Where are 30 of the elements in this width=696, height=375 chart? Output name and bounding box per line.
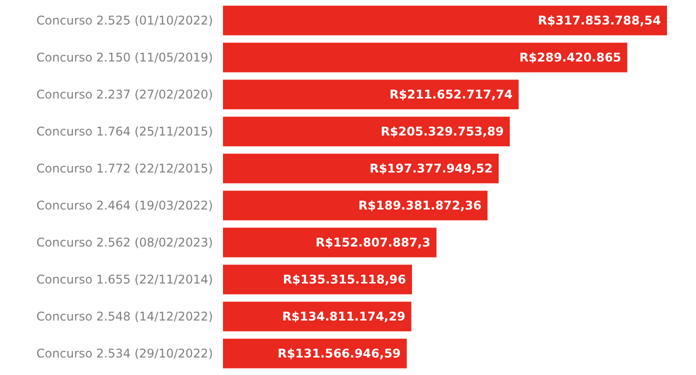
y-tick-label: Concurso 2.237 (27/02/2020) [36, 88, 213, 102]
data-label: R$135.315.118,96 [282, 272, 406, 287]
data-label: R$205.329.753,89 [380, 124, 504, 139]
y-tick-label: Concurso 1.772 (22/12/2015) [36, 162, 213, 176]
data-label: R$211.652.717,74 [390, 88, 513, 102]
y-tick-label: Concurso 1.764 (25/11/2015) [36, 124, 213, 139]
data-label: R$152.807.887,3 [316, 236, 430, 250]
bar [223, 190, 488, 220]
y-tick-label: Concurso 2.534 (29/10/2022) [36, 346, 213, 361]
data-label: R$134.811.174,29 [282, 310, 406, 324]
data-label: R$289.420.865 [519, 50, 622, 65]
bar [223, 116, 510, 146]
y-tick-label: Concurso 2.525 (01/10/2022) [36, 14, 213, 28]
bar [223, 228, 436, 258]
bar [223, 264, 412, 294]
y-tick-label: Concurso 2.464 (19/03/2022) [36, 198, 213, 213]
bar [223, 154, 499, 184]
y-tick-label: Concurso 2.562 (08/02/2023) [36, 236, 213, 250]
bar [223, 80, 519, 110]
data-label: R$189.381.872,36 [358, 198, 482, 213]
bar [223, 302, 412, 332]
bar [223, 6, 667, 36]
data-label: R$317.853.788,54 [538, 14, 661, 28]
y-tick-label: Concurso 2.150 (11/05/2019) [36, 50, 213, 65]
data-label: R$197.377.949,52 [370, 162, 493, 176]
bar [223, 42, 628, 72]
bar [223, 338, 407, 368]
data-label: R$131.566.946,59 [278, 346, 401, 361]
y-tick-label: Concurso 1.655 (22/11/2014) [36, 272, 213, 287]
y-tick-label: Concurso 2.548 (14/12/2022) [36, 310, 213, 324]
